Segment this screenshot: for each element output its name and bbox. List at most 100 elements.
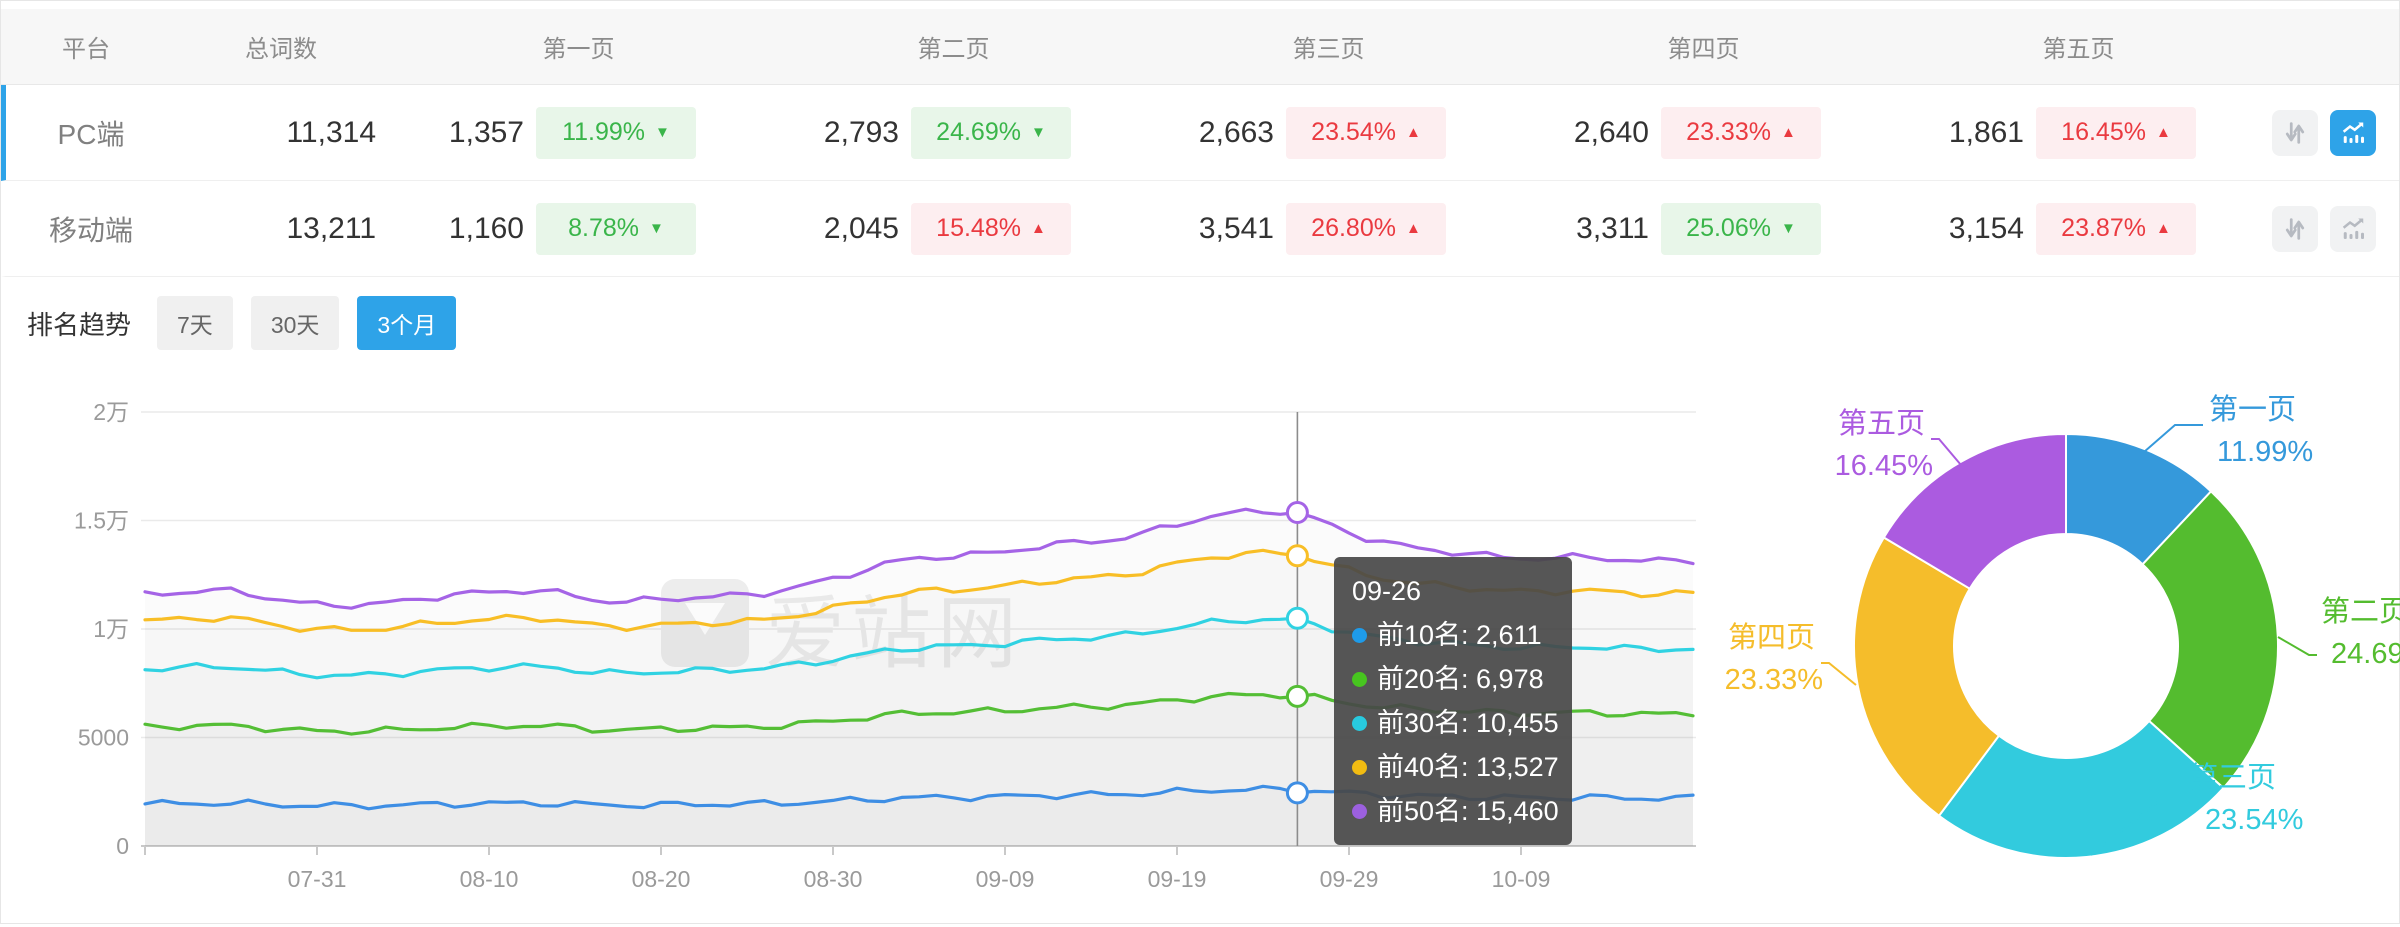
donut-slice-label: 第四页 [1728, 621, 1815, 654]
donut-slice-label: 第五页 [1838, 407, 1925, 440]
pct-value: 23.87% [2061, 214, 2146, 242]
svg-text:07-31: 07-31 [288, 866, 347, 892]
trend-header-bar: 排名趋势 7天 30天 3个月 [1, 277, 2399, 369]
page3-cell: 2,663 23.54% ▲ [1146, 106, 1521, 159]
svg-text:09-19: 09-19 [1148, 866, 1207, 892]
platform-name: PC端 [57, 118, 125, 150]
page5-count: 1,861 [1948, 115, 2024, 149]
page5-count: 3,154 [1948, 211, 2024, 245]
pct-value: 23.33% [1686, 118, 1771, 146]
svg-text:08-10: 08-10 [460, 866, 519, 892]
svg-text:09-29: 09-29 [1320, 866, 1379, 892]
sort-arrows-icon [2285, 121, 2305, 144]
svg-text:08-30: 08-30 [804, 866, 863, 892]
trend-chart-icon [2342, 218, 2364, 239]
trend-arrow-icon: ▲ [2155, 220, 2171, 237]
trend-arrow-icon: ▼ [655, 124, 670, 141]
page4-cell: 3,311 25.06% ▼ [1521, 202, 1896, 255]
row-actions [2271, 205, 2400, 252]
pct-value: 25.06% [1686, 214, 1771, 242]
donut-slice-label: 第一页 [2209, 393, 2296, 426]
pct-value: 16.45% [2061, 118, 2146, 146]
trend-arrow-icon: ▼ [1030, 124, 1046, 141]
trend-chart-button[interactable] [2330, 109, 2376, 156]
table-row-mobile[interactable]: 移动端 13,211 1,160 8.78% ▼ 2,045 15.48% ▲ … [1, 181, 2399, 277]
page2-cell: 2,045 15.48% ▲ [771, 202, 1146, 255]
page3-cell: 3,541 26.80% ▲ [1146, 202, 1521, 255]
total-words-value: 11,314 [286, 115, 376, 149]
page-share-donut-chart[interactable]: 第一页 11.99% 第二页 24.69% 第三页 23.54% 第四页 23.33% 第五页 1… [1701, 369, 2400, 927]
page1-pct-badge: 8.78% ▼ [536, 202, 696, 255]
col-header-page4: 第四页 [1667, 36, 1740, 63]
svg-text:09-09: 09-09 [976, 866, 1035, 892]
table-header-row: 平台 总词数 第一页 第二页 第三页 第四页 第五页 [1, 9, 2399, 85]
page5-cell: 1,861 16.45% ▲ [1896, 106, 2271, 159]
col-header-page5: 第五页 [2042, 36, 2115, 63]
col-header-page1: 第一页 [542, 36, 615, 63]
svg-text:1万: 1万 [93, 616, 129, 642]
sort-arrows-icon [2285, 217, 2305, 240]
svg-text:08-20: 08-20 [632, 866, 691, 892]
donut-slice-percent: 23.33% [1725, 664, 1823, 696]
page3-pct-badge: 26.80% ▲ [1286, 202, 1446, 255]
trend-section-title: 排名趋势 [27, 309, 132, 340]
trend-arrow-icon: ▲ [1405, 124, 1421, 141]
page2-count: 2,045 [823, 211, 899, 245]
sort-arrows-button[interactable] [2272, 109, 2318, 156]
donut-slice-label: 第二页 [2321, 595, 2400, 628]
page4-count: 3,311 [1576, 211, 1649, 245]
page4-count: 2,640 [1573, 115, 1649, 149]
charts-area: 050001万1.5万2万爱站网07-3108-1008-2008-3009-0… [1, 369, 2400, 927]
platform-rank-table: 平台 总词数 第一页 第二页 第三页 第四页 第五页 PC端 11,314 1,… [1, 9, 2399, 277]
row-actions [2271, 109, 2400, 156]
page2-pct-badge: 24.69% ▼ [911, 106, 1071, 159]
range-button-3m[interactable]: 3个月 [357, 296, 457, 350]
col-header-page2: 第二页 [917, 36, 990, 63]
trend-arrow-icon: ▲ [1405, 220, 1421, 237]
donut-slice-percent: 24.69% [2331, 638, 2400, 670]
pct-value: 24.69% [936, 118, 1021, 146]
trend-chart-button[interactable] [2330, 205, 2376, 252]
page5-cell: 3,154 23.87% ▲ [1896, 202, 2271, 255]
sort-arrows-button[interactable] [2272, 205, 2318, 252]
donut-slice-label: 第三页 [2189, 761, 2276, 794]
svg-text:10-09: 10-09 [1492, 866, 1551, 892]
col-header-total-words: 总词数 [245, 36, 317, 63]
col-header-platform: 平台 [62, 36, 110, 63]
page4-cell: 2,640 23.33% ▲ [1521, 106, 1896, 159]
svg-text:1.5万: 1.5万 [74, 508, 129, 534]
trend-chart-icon [2342, 122, 2364, 143]
page2-cell: 2,793 24.69% ▼ [771, 106, 1146, 159]
pct-value: 15.48% [936, 214, 1021, 242]
svg-text:0: 0 [116, 833, 129, 859]
page1-count: 1,160 [448, 211, 524, 245]
trend-arrow-icon: ▲ [1030, 220, 1046, 237]
range-button-30d[interactable]: 30天 [250, 296, 340, 350]
donut-slice-percent: 16.45% [1835, 450, 1933, 482]
donut-slice-percent: 23.54% [2205, 804, 2303, 836]
page1-count: 1,357 [448, 115, 524, 149]
page2-pct-badge: 15.48% ▲ [911, 202, 1071, 255]
svg-text:2万: 2万 [93, 399, 129, 425]
page3-pct-badge: 23.54% ▲ [1286, 106, 1446, 159]
trend-arrow-icon: ▼ [649, 220, 664, 237]
page1-pct-badge: 11.99% ▼ [536, 106, 696, 159]
platform-name: 移动端 [48, 214, 133, 246]
range-button-7d[interactable]: 7天 [157, 296, 233, 350]
page5-pct-badge: 23.87% ▲ [2036, 202, 2196, 255]
page3-count: 2,663 [1198, 115, 1274, 149]
total-words-value: 13,211 [286, 211, 376, 245]
page3-count: 3,541 [1198, 211, 1274, 245]
rank-trend-line-chart[interactable]: 050001万1.5万2万爱站网07-3108-1008-2008-3009-0… [1, 369, 1701, 927]
trend-arrow-icon: ▼ [1780, 220, 1796, 237]
page4-pct-badge: 25.06% ▼ [1661, 202, 1821, 255]
page1-cell: 1,357 11.99% ▼ [396, 106, 771, 159]
pct-value: 11.99% [562, 118, 646, 146]
svg-text:5000: 5000 [78, 725, 129, 751]
trend-arrow-icon: ▲ [1780, 124, 1796, 141]
page2-count: 2,793 [823, 115, 899, 149]
pct-value: 8.78% [568, 214, 640, 242]
col-header-page3: 第三页 [1292, 36, 1365, 63]
table-row-pc[interactable]: PC端 11,314 1,357 11.99% ▼ 2,793 24.69% ▼… [1, 85, 2399, 181]
